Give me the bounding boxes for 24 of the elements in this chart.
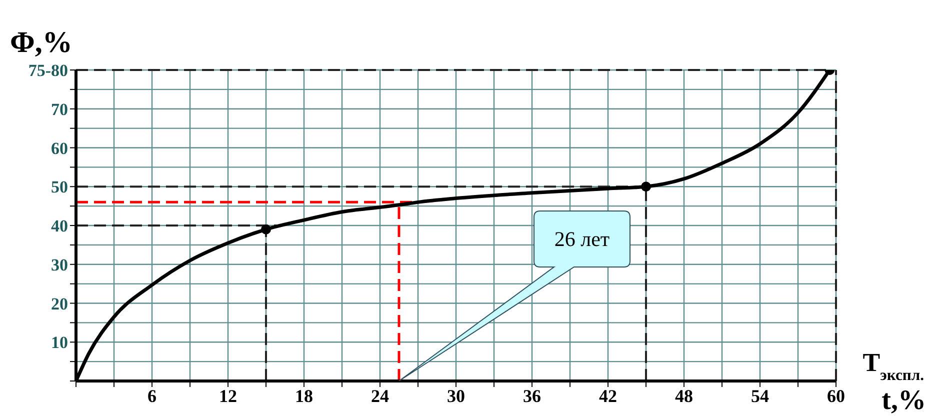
x-tick-label: 48: [675, 386, 693, 406]
x-tick-label: 54: [751, 386, 769, 406]
point: [261, 224, 271, 234]
x-axis-title: t,%: [882, 385, 926, 416]
y-tick-label: 20: [51, 294, 68, 314]
text: T$_{экспл.}$: [862, 348, 924, 384]
y-axis-title: Φ,%: [10, 26, 72, 59]
y-tick-label: 50: [51, 178, 68, 197]
annotation: 26 лет: [554, 227, 610, 251]
y-tick-label: 70: [51, 100, 68, 119]
y-tick-label: 10: [51, 333, 68, 352]
x-tick-label: 12: [219, 386, 237, 406]
x-tick-label: 60: [827, 386, 845, 406]
x-tick-label: 42: [599, 386, 617, 406]
x-tick-label: 6: [148, 386, 156, 406]
y-tick-label: 30: [51, 255, 68, 274]
x-tick-label: 24: [371, 386, 389, 406]
x-tick-label: 36: [523, 386, 541, 406]
x-tick-label: 30: [447, 386, 465, 406]
y-tick-label: 40: [51, 216, 68, 236]
y-tick-label: 60: [51, 138, 68, 158]
point: [641, 182, 651, 192]
y-tick-label: 75-80: [28, 61, 68, 80]
x-tick-label: 18: [295, 386, 313, 406]
